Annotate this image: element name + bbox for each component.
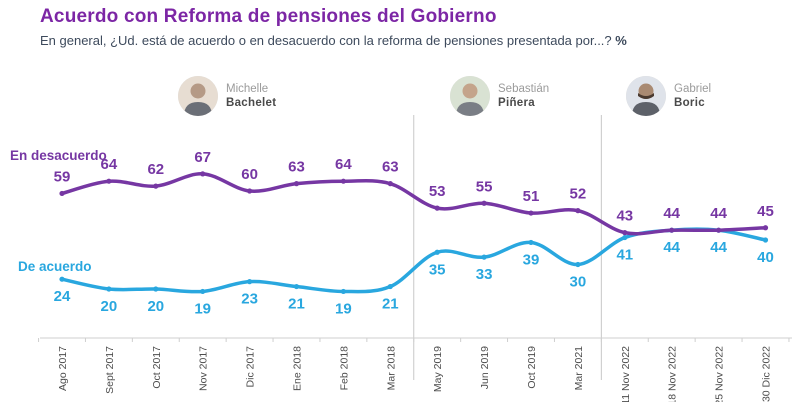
data-point <box>247 279 253 285</box>
data-point-label: 21 <box>288 296 305 313</box>
x-axis-label: Mar 2021 <box>573 346 585 391</box>
data-point <box>200 171 206 177</box>
x-axis-label: May 2019 <box>432 346 444 392</box>
data-point <box>528 239 534 246</box>
data-point-label: 55 <box>476 178 493 195</box>
x-axis-label: Feb 2018 <box>338 346 350 391</box>
data-point-label: 53 <box>429 183 446 200</box>
x-axis-label: 18 Nov 2022 <box>667 346 679 402</box>
data-point-label: 52 <box>570 186 587 203</box>
data-point <box>153 286 159 292</box>
data-point <box>106 178 112 184</box>
data-point-label: 62 <box>147 161 164 178</box>
chart-title: Acuerdo con Reforma de pensiones del Gob… <box>40 6 497 27</box>
chart-subtitle: En general, ¿Ud. está de acuerdo o en de… <box>40 33 627 48</box>
data-point <box>106 286 112 292</box>
x-axis-label: 30 Dic 2022 <box>761 346 773 402</box>
data-point-label: 20 <box>147 298 164 315</box>
data-point <box>575 208 581 214</box>
data-point-label: 63 <box>288 159 305 176</box>
data-point <box>434 205 440 211</box>
series-legend-label: En desacuerdo <box>10 148 107 163</box>
chart-subtitle-percent: % <box>615 33 627 48</box>
x-axis-label: Ene 2018 <box>292 346 304 391</box>
data-point-label: 20 <box>101 298 118 315</box>
data-point <box>59 190 65 197</box>
data-point-label: 64 <box>101 156 118 173</box>
data-point-label: 44 <box>663 239 680 256</box>
data-point <box>340 288 346 295</box>
data-point <box>153 183 159 189</box>
data-point-label: 44 <box>710 205 727 222</box>
data-point-label: 30 <box>570 274 587 291</box>
data-point-label: 43 <box>616 208 633 225</box>
data-point <box>622 230 628 236</box>
data-point <box>669 227 675 233</box>
data-point <box>434 249 440 255</box>
data-point <box>762 225 769 231</box>
data-point <box>247 188 253 194</box>
data-point-label: 60 <box>241 166 258 183</box>
data-point <box>762 237 769 243</box>
x-axis-label: Mar 2018 <box>385 346 397 391</box>
data-point <box>200 288 206 295</box>
data-point-label: 35 <box>429 261 446 278</box>
x-axis-label: Nov 2017 <box>198 346 210 391</box>
data-point-label: 24 <box>54 288 71 305</box>
data-point-label: 44 <box>710 239 727 256</box>
data-point <box>293 181 300 187</box>
data-point <box>387 181 393 187</box>
data-point-label: 67 <box>194 149 211 166</box>
data-point <box>716 227 722 233</box>
data-point-label: 51 <box>523 188 540 205</box>
data-point-label: 44 <box>663 205 680 222</box>
x-axis-label: 11 Nov 2022 <box>620 346 632 402</box>
chart-subtitle-text: En general, ¿Ud. está de acuerdo o en de… <box>40 33 616 48</box>
data-point-label: 33 <box>476 266 493 283</box>
data-point-label: 40 <box>757 249 774 266</box>
x-axis-label: Oct 2019 <box>526 346 538 389</box>
data-point-label: 19 <box>335 300 352 317</box>
data-point <box>481 200 487 206</box>
data-point-label: 23 <box>241 291 258 308</box>
data-point <box>293 283 300 290</box>
x-axis-label: Ago 2017 <box>57 346 69 391</box>
data-point <box>528 210 534 216</box>
series-legend-label: De acuerdo <box>18 259 92 274</box>
x-axis-label: Oct 2017 <box>151 346 163 389</box>
data-point <box>622 234 628 241</box>
data-point-label: 41 <box>616 247 633 264</box>
x-axis-label: Dic 2017 <box>245 346 257 388</box>
x-axis-label: 25 Nov 2022 <box>714 346 726 402</box>
data-point-label: 19 <box>194 300 211 317</box>
series-line-en-desacuerdo <box>60 172 768 236</box>
x-axis-label: Sept 2017 <box>104 346 116 394</box>
data-point-label: 59 <box>54 168 71 185</box>
data-point-label: 21 <box>382 296 399 313</box>
data-point-label: 63 <box>382 159 399 176</box>
x-axis-label: Jun 2019 <box>479 346 491 389</box>
data-point <box>575 261 581 268</box>
data-point <box>481 254 487 260</box>
data-point-label: 39 <box>523 251 540 268</box>
data-point <box>340 178 346 184</box>
data-point <box>387 283 393 290</box>
data-point-label: 45 <box>757 203 774 220</box>
data-point-label: 64 <box>335 156 352 173</box>
data-point <box>59 276 65 282</box>
